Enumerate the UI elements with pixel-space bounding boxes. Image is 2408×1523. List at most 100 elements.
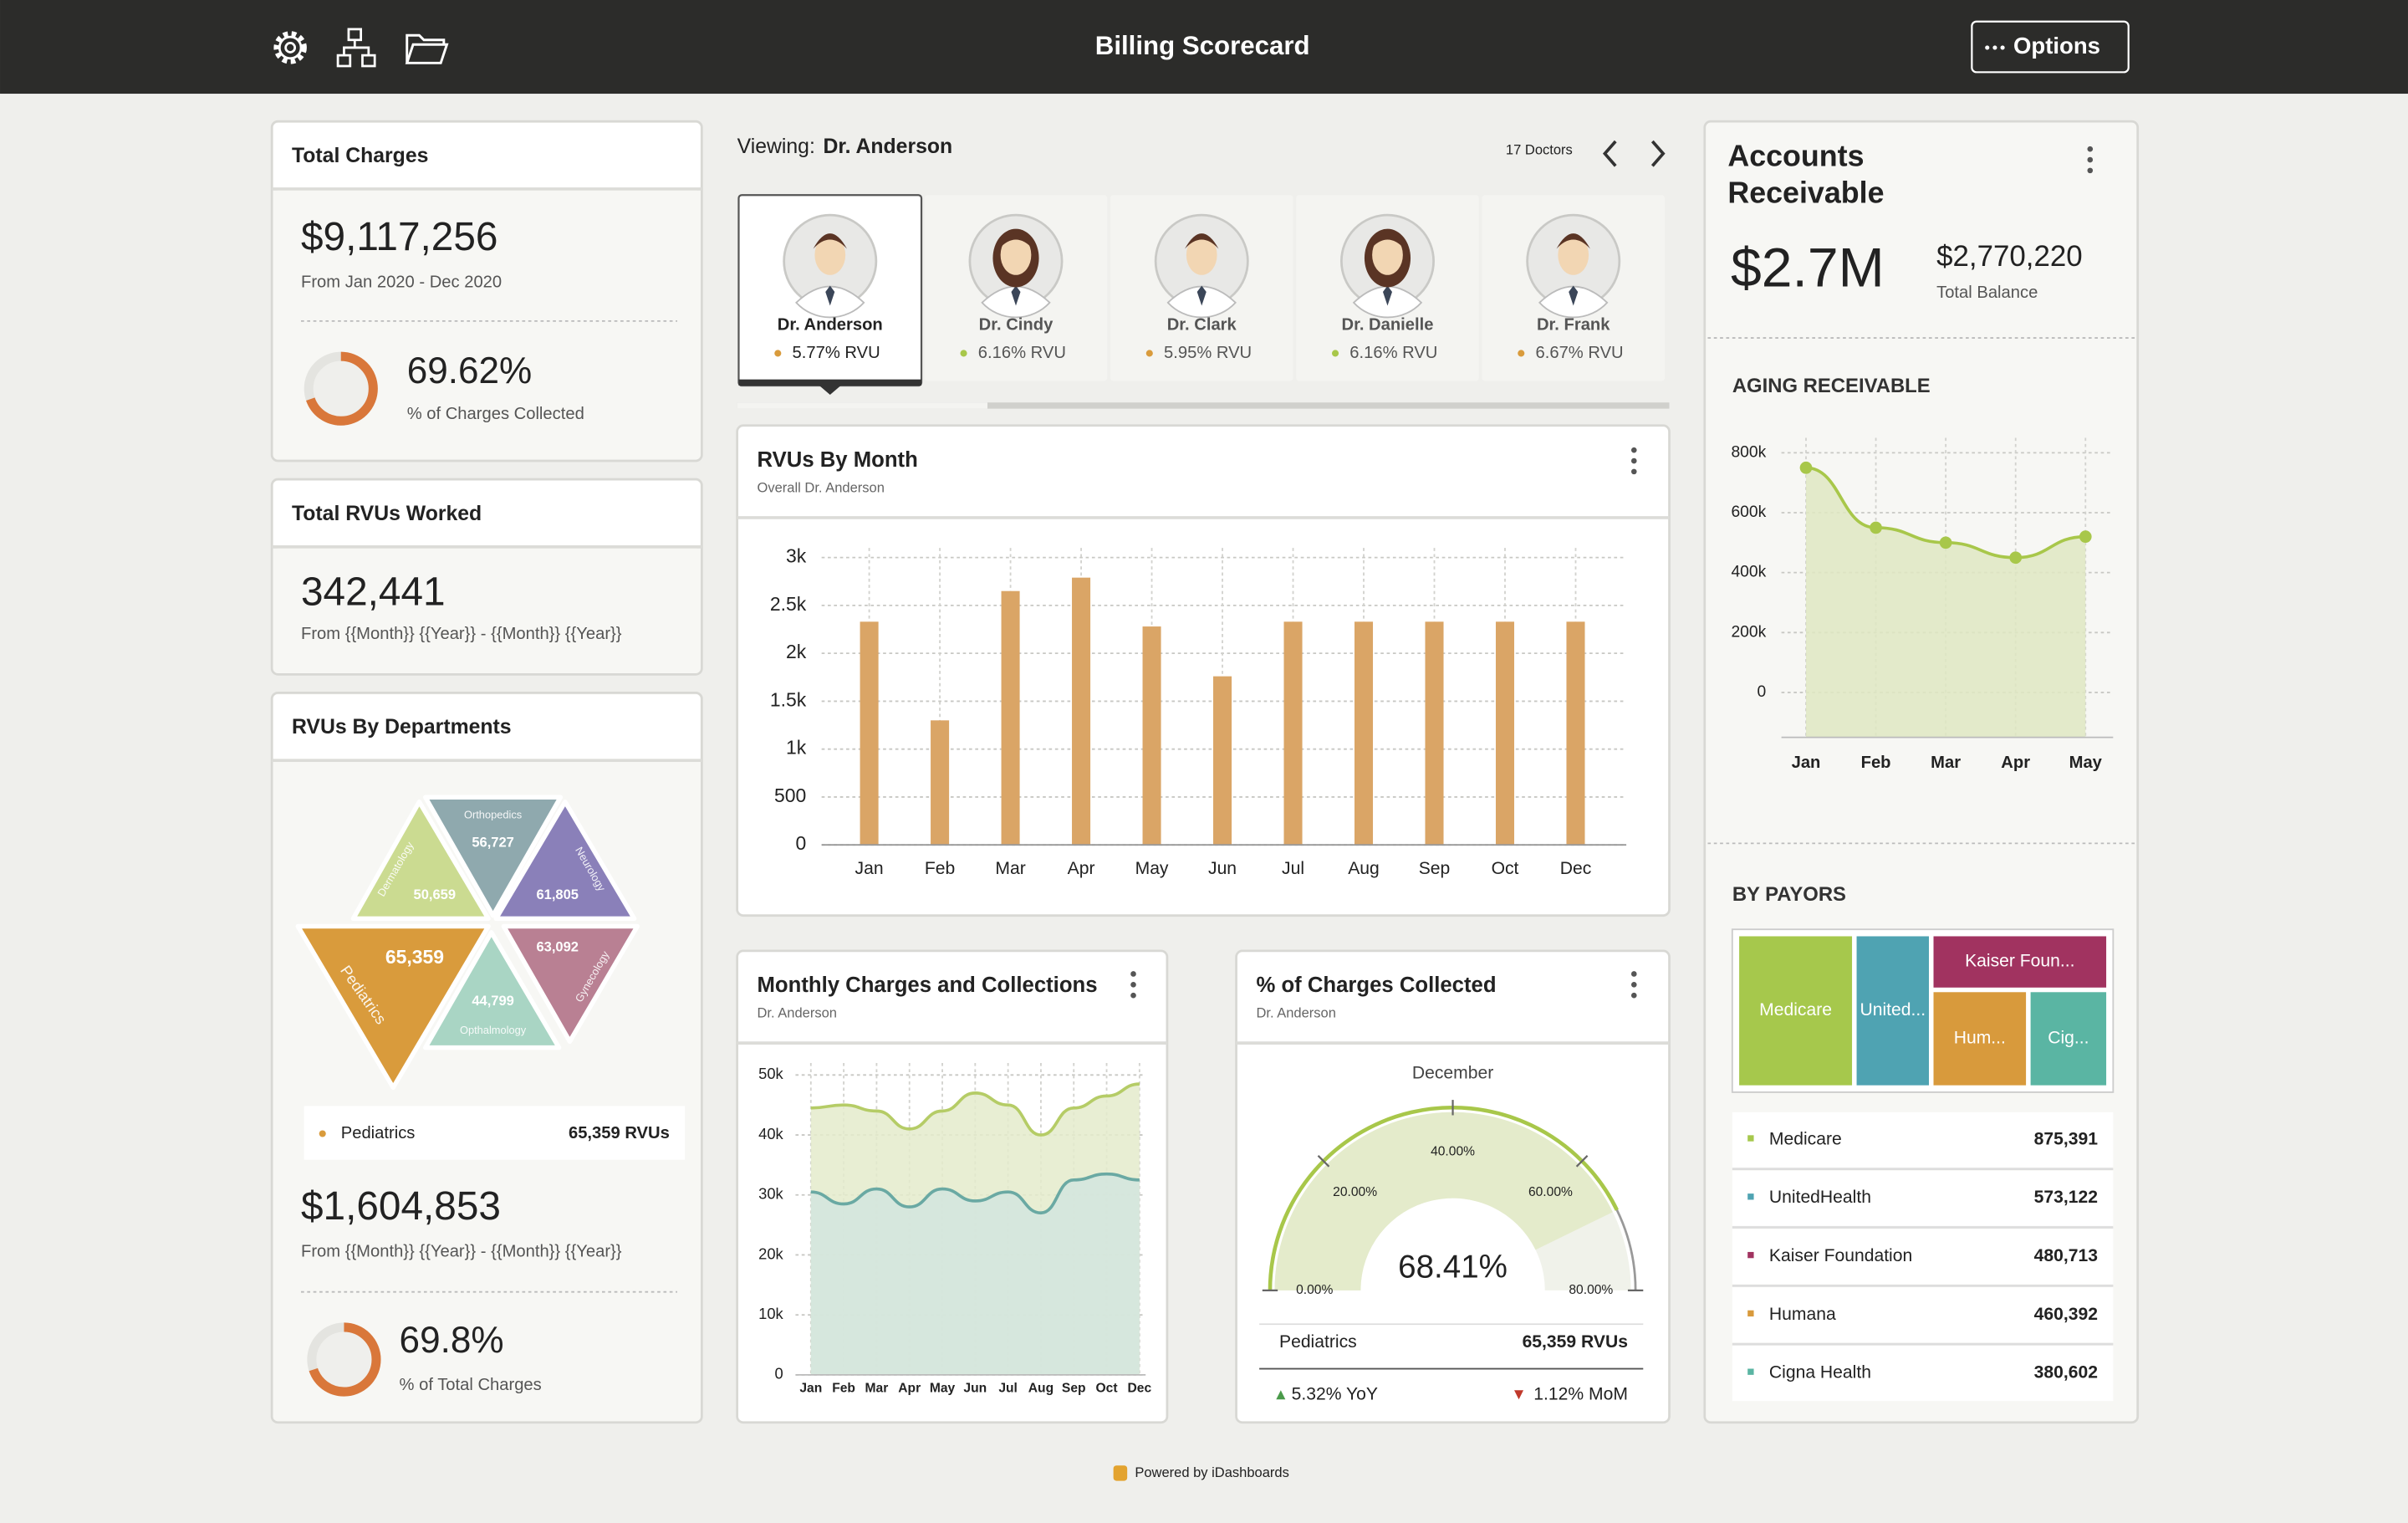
- department-value: 50,659: [414, 887, 457, 902]
- avatar-face: [1558, 235, 1589, 275]
- area-line: [810, 1082, 1140, 1137]
- bar: [931, 720, 950, 846]
- selected-value: 65,359 RVUs: [569, 1124, 670, 1142]
- y-tick-label: 1.5k: [770, 688, 807, 710]
- y-tick-label: 2k: [786, 641, 807, 662]
- department-value: 61,805: [536, 887, 579, 902]
- gauge-rim-value: [1268, 1105, 1619, 1290]
- ar-short-total: $2.7M: [1731, 238, 1885, 299]
- prev-arrow[interactable]: [1602, 140, 1617, 167]
- payor-value: 460,392: [2034, 1305, 2098, 1324]
- menu-dot: [1630, 447, 1637, 453]
- top-bar: [0, 0, 2408, 95]
- y-tick-label: 600k: [1731, 503, 1766, 521]
- y-tick-label: 10k: [758, 1305, 783, 1322]
- department-triangle: [423, 795, 564, 918]
- treemap-tile[interactable]: [2030, 992, 2107, 1086]
- x-tick-label: Jun: [963, 1382, 987, 1396]
- department-value: 65,359: [385, 946, 444, 968]
- period: From {{Month}} {{Year}} - {{Month}} {{Ye…: [301, 625, 622, 643]
- x-tick-label: Apr: [898, 1382, 921, 1396]
- doctor-name: Dr. Danielle: [1342, 316, 1434, 335]
- card-title: Total Charges: [292, 145, 428, 167]
- x-tick-label: May: [1135, 859, 1169, 878]
- y-tick-label: 0: [796, 832, 807, 854]
- menu-dot: [1130, 992, 1136, 999]
- chart-subtitle: Dr. Anderson: [1256, 1005, 1335, 1021]
- doctor-card[interactable]: [737, 194, 923, 396]
- avatar-tie: [1011, 285, 1021, 306]
- options-button[interactable]: Options: [1971, 20, 2130, 74]
- avatar-hair-top: [813, 233, 847, 249]
- folder-icon[interactable]: [405, 33, 449, 64]
- list-row: [1732, 1112, 2114, 1168]
- x-tick-label: Sep: [1419, 859, 1451, 878]
- x-tick-label: Feb: [832, 1382, 855, 1396]
- area-fill: [810, 1173, 1140, 1375]
- doctor-card[interactable]: [1296, 195, 1479, 381]
- x-tick-label: Jul: [1282, 859, 1304, 878]
- x-tick-label: Dec: [1560, 859, 1592, 878]
- chart-title: AGING RECEIVABLE: [1732, 375, 1931, 397]
- x-tick-label: Jan: [799, 1382, 822, 1396]
- gauge-tick-label: 80.00%: [1569, 1283, 1613, 1297]
- menu-dot: [1630, 982, 1637, 988]
- bar: [1072, 577, 1091, 846]
- settings-icon[interactable]: [273, 31, 307, 64]
- legend-swatch: [1747, 1368, 1754, 1375]
- avatar-hair-top: [1185, 233, 1219, 249]
- card: [270, 120, 703, 463]
- treemap-tile[interactable]: [1933, 992, 2027, 1086]
- next-arrow[interactable]: [1650, 140, 1666, 167]
- ar-title: Accounts Receivable: [1727, 140, 1885, 211]
- x-tick-label: Jul: [998, 1382, 1018, 1396]
- payor-value: 480,713: [2034, 1246, 2098, 1265]
- treemap-tile[interactable]: [1856, 936, 1930, 1086]
- hierarchy-icon[interactable]: [336, 28, 376, 68]
- payor-value: 380,602: [2034, 1363, 2098, 1382]
- selected-row: [304, 1106, 686, 1160]
- options-label[interactable]: Options: [2013, 33, 2100, 59]
- payor-value: 573,122: [2034, 1188, 2098, 1207]
- footer-category: Pediatrics: [1279, 1332, 1357, 1352]
- department-value: 63,092: [536, 939, 579, 955]
- menu-dot: [1630, 992, 1637, 999]
- y-tick-label: 200k: [1731, 623, 1766, 641]
- tile-label: United...: [1860, 1000, 1926, 1020]
- amount: $9,117,256: [301, 215, 497, 259]
- ar-total-caption: Total Balance: [1936, 284, 2038, 302]
- status-dot: [1331, 350, 1339, 357]
- doctor-card[interactable]: [924, 195, 1108, 381]
- gauge-tick: [1317, 1155, 1330, 1168]
- bar: [1001, 590, 1020, 846]
- treemap-tile[interactable]: [1933, 936, 2107, 988]
- doctor-card[interactable]: [1110, 195, 1293, 381]
- x-tick-label: Dec: [1128, 1382, 1152, 1396]
- y-tick-label: 30k: [758, 1185, 783, 1203]
- department-value: 44,799: [472, 993, 514, 1009]
- chart-title: RVUs By Month: [758, 448, 918, 472]
- treemap-tile[interactable]: [1739, 936, 1853, 1086]
- bar: [1354, 621, 1374, 846]
- doctor-name: Dr. Anderson: [778, 316, 883, 335]
- y-tick-label: 0: [775, 1365, 783, 1382]
- page-title: Billing Scorecard: [1095, 31, 1310, 60]
- doctor-card[interactable]: [1482, 195, 1666, 381]
- selected-name: Pediatrics: [341, 1124, 416, 1142]
- x-tick-label: Sep: [1062, 1382, 1086, 1396]
- card-header: [273, 480, 701, 549]
- point: [1939, 536, 1952, 549]
- list-row: [1732, 1229, 2114, 1285]
- legend-swatch: [1747, 1310, 1754, 1317]
- payor-name: Kaiser Foundation: [1769, 1246, 1912, 1265]
- y-tick-label: 1k: [786, 737, 807, 759]
- card-header: [1237, 952, 1668, 1045]
- avatar-face: [814, 235, 846, 275]
- menu-dot: [1130, 982, 1136, 988]
- doctor-rvu: 6.67% RVU: [1536, 344, 1624, 362]
- department-value: 56,727: [472, 835, 514, 851]
- bar: [1425, 621, 1444, 846]
- gauge-tick-label: 20.00%: [1333, 1185, 1377, 1199]
- y-tick-label: 3k: [786, 545, 807, 567]
